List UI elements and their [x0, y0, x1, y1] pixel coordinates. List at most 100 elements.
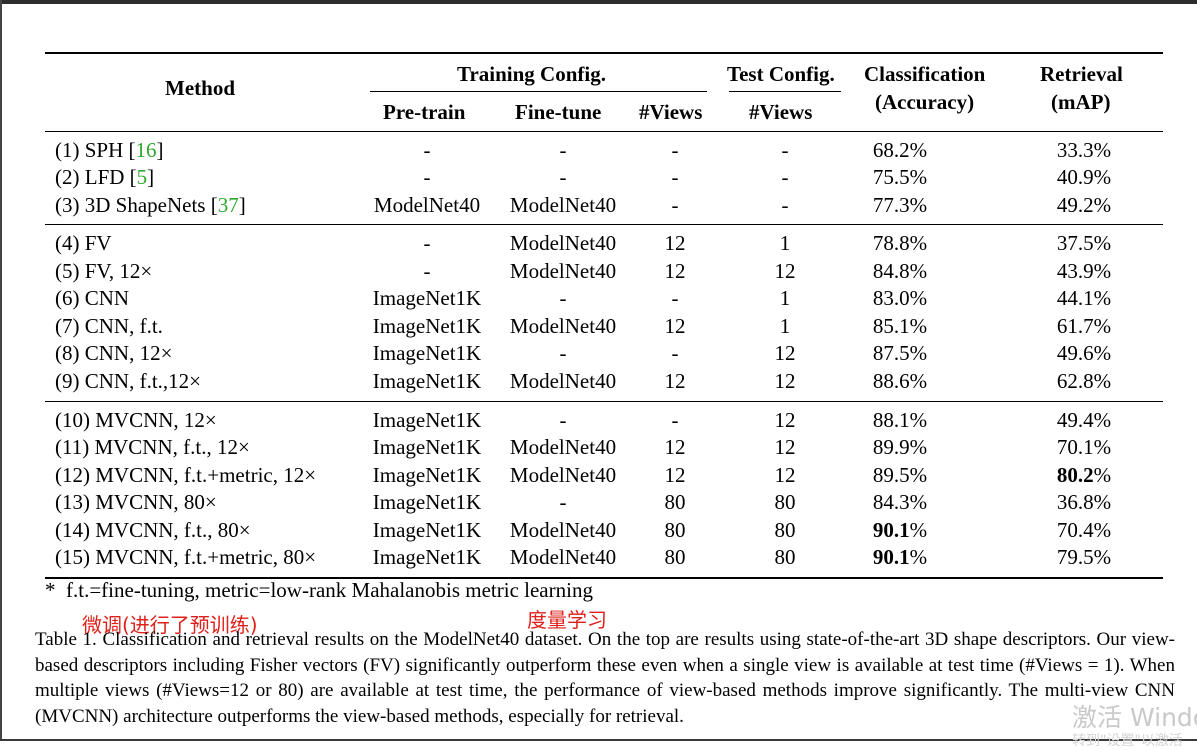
- table-cell-pretrain: ModelNet40: [373, 193, 481, 217]
- table-cell-method: (4) FV: [55, 231, 112, 255]
- citation-link[interactable]: 16: [135, 138, 157, 162]
- table-cell-train-views: 12: [664, 435, 686, 459]
- header-pretrain: Pre-train: [383, 100, 466, 124]
- table-cell-pretrain: ImageNet1K: [372, 435, 482, 459]
- footnote-star: *: [45, 578, 56, 602]
- table-cell-map: 43.9%: [1056, 259, 1112, 283]
- table-cell-finetune: -: [559, 408, 567, 432]
- header-rule: [45, 131, 1163, 132]
- table-cell-method: (8) CNN, 12×: [55, 341, 173, 365]
- window-left-edge: [0, 0, 2, 741]
- table-cell-test-views: 12: [774, 408, 796, 432]
- table-cell-map: 44.1%: [1056, 286, 1112, 310]
- table-cell-method: (14) MVCNN, f.t., 80×: [55, 518, 251, 542]
- table-cell-pretrain: ImageNet1K: [372, 369, 482, 393]
- table-cell-finetune: ModelNet40: [509, 259, 617, 283]
- table-cell-pretrain: ImageNet1K: [372, 341, 482, 365]
- table-cell-acc: 87.5%: [872, 341, 928, 365]
- table-cell-train-views: 12: [664, 369, 686, 393]
- table-cell-map: 49.2%: [1056, 193, 1112, 217]
- annotation-finetune: 微调(进行了预训练): [82, 613, 258, 637]
- activation-watermark: 激活 Windo: [1072, 703, 1197, 732]
- table-cell-train-views: -: [671, 138, 679, 162]
- group1-rule: [45, 224, 1163, 225]
- window-bottom-edge: [0, 739, 1197, 741]
- table-cell-map: 49.4%: [1056, 408, 1112, 432]
- table-cell-acc: 83.0%: [872, 286, 928, 310]
- table-cell-test-views: -: [781, 165, 789, 189]
- table-cell-pretrain: ImageNet1K: [372, 408, 482, 432]
- table-cell-pretrain: ImageNet1K: [372, 286, 482, 310]
- training-config-rule: [370, 91, 707, 92]
- header-test-config: Test Config.: [727, 62, 835, 86]
- table-cell-method: (1) SPH [16]: [55, 138, 164, 162]
- table-cell-acc: 84.3%: [872, 490, 928, 514]
- test-config-rule: [729, 91, 841, 92]
- table-cell-test-views: -: [781, 138, 789, 162]
- table-cell-map: 33.3%: [1056, 138, 1112, 162]
- table-cell-method: (6) CNN: [55, 286, 130, 310]
- table-cell-test-views: 80: [774, 490, 796, 514]
- table-cell-map: 40.9%: [1056, 165, 1112, 189]
- activation-watermark-sub: 转到"设置"以激活: [1072, 733, 1183, 749]
- group2-rule: [45, 401, 1163, 402]
- table-bottom-rule: [45, 577, 1163, 579]
- header-classification-sub: (Accuracy): [875, 90, 975, 114]
- table-cell-test-views: 12: [774, 259, 796, 283]
- citation-link[interactable]: 5: [136, 165, 148, 189]
- table-cell-map: 79.5%: [1056, 545, 1112, 569]
- table-cell-method: (13) MVCNN, 80×: [55, 490, 217, 514]
- footnote-text: f.t.=fine-tuning, metric=low-rank Mahala…: [66, 578, 593, 602]
- table-cell-acc: 85.1%: [872, 314, 928, 338]
- table-cell-train-views: 80: [664, 518, 686, 542]
- table-cell-acc: 75.5%: [872, 165, 928, 189]
- table-cell-pretrain: -: [423, 231, 431, 255]
- table-cell-method: (10) MVCNN, 12×: [55, 408, 217, 432]
- table-cell-test-views: 12: [774, 435, 796, 459]
- annotation-metric: 度量学习: [527, 608, 607, 632]
- table-cell-acc: 88.1%: [872, 408, 928, 432]
- table-cell-train-views: 12: [664, 463, 686, 487]
- header-train-views: #Views: [639, 100, 703, 124]
- table-cell-method: (7) CNN, f.t.: [55, 314, 163, 338]
- table-cell-test-views: 12: [774, 341, 796, 365]
- table-cell-map: 61.7%: [1056, 314, 1112, 338]
- table-caption: Table 1. Classification and retrieval re…: [35, 629, 1175, 727]
- header-test-views: #Views: [749, 100, 813, 124]
- table-cell-pretrain: ImageNet1K: [372, 314, 482, 338]
- table-cell-test-views: 1: [779, 314, 791, 338]
- table-cell-train-views: 12: [664, 231, 686, 255]
- table-cell-finetune: -: [559, 138, 567, 162]
- table-cell-acc: 77.3%: [872, 193, 928, 217]
- table-cell-train-views: -: [671, 408, 679, 432]
- table-cell-map: 37.5%: [1056, 231, 1112, 255]
- table-cell-test-views: -: [781, 193, 789, 217]
- table-cell-method: (9) CNN, f.t.,12×: [55, 369, 201, 393]
- table-cell-map: 62.8%: [1056, 369, 1112, 393]
- table-cell-finetune: ModelNet40: [509, 193, 617, 217]
- table-cell-pretrain: -: [423, 165, 431, 189]
- header-retrieval-sub: (mAP): [1051, 90, 1111, 114]
- table-cell-finetune: ModelNet40: [509, 518, 617, 542]
- header-retrieval: Retrieval: [1040, 62, 1123, 86]
- table-cell-finetune: ModelNet40: [509, 231, 617, 255]
- citation-link[interactable]: 37: [217, 193, 239, 217]
- table-cell-pretrain: ImageNet1K: [372, 463, 482, 487]
- table-cell-map: 36.8%: [1056, 490, 1112, 514]
- table-cell-test-views: 80: [774, 518, 796, 542]
- table-cell-acc: 84.8%: [872, 259, 928, 283]
- table-cell-method: (3) 3D ShapeNets [37]: [55, 193, 246, 217]
- table-cell-pretrain: ImageNet1K: [372, 490, 482, 514]
- table-cell-acc: 88.6%: [872, 369, 928, 393]
- table-cell-finetune: -: [559, 341, 567, 365]
- table-cell-acc: 90.1%: [872, 545, 928, 569]
- table-cell-pretrain: ImageNet1K: [372, 518, 482, 542]
- table-cell-method: (5) FV, 12×: [55, 259, 153, 283]
- table-cell-method: (12) MVCNN, f.t.+metric, 12×: [55, 463, 317, 487]
- table-cell-train-views: 12: [664, 314, 686, 338]
- table-cell-finetune: ModelNet40: [509, 314, 617, 338]
- table-cell-train-views: 80: [664, 490, 686, 514]
- table-cell-finetune: -: [559, 165, 567, 189]
- table-cell-acc: 89.5%: [872, 463, 928, 487]
- window-top-bar: [0, 0, 1197, 4]
